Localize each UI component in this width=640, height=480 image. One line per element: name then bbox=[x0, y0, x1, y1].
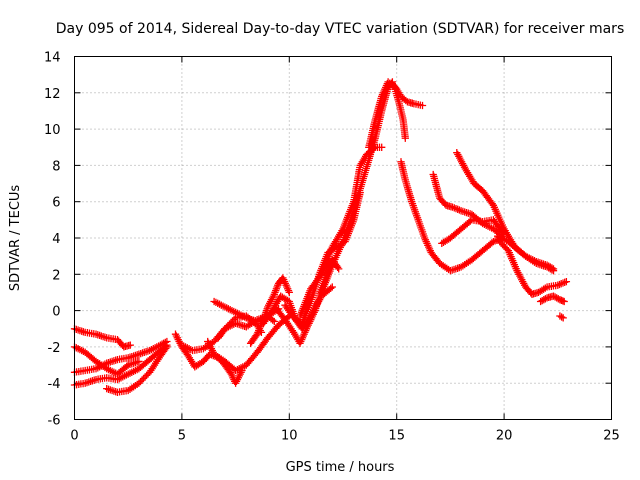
series-track-23 bbox=[494, 232, 558, 273]
x-tick-label: 0 bbox=[70, 429, 78, 444]
data-point-trail bbox=[536, 292, 568, 306]
series-track-16 bbox=[317, 78, 397, 297]
data-point-trail bbox=[70, 325, 134, 351]
x-tick-label: 10 bbox=[281, 429, 298, 444]
x-tick-label: 15 bbox=[388, 429, 405, 444]
series-track-6 bbox=[171, 330, 246, 387]
data-point-trail bbox=[171, 330, 246, 387]
chart-title: Day 095 of 2014, Sidereal Day-to-day VTE… bbox=[56, 21, 624, 37]
series-track-15 bbox=[296, 143, 386, 320]
series-track-24 bbox=[496, 237, 571, 298]
y-tick-label: -6 bbox=[48, 414, 61, 429]
series-track-5 bbox=[103, 343, 171, 396]
grid-lines bbox=[74, 56, 612, 420]
y-tick-label: -4 bbox=[48, 377, 61, 392]
series-track-21 bbox=[438, 216, 508, 248]
x-tick-label: 25 bbox=[603, 429, 620, 444]
data-point-trail bbox=[365, 78, 409, 151]
series-track-25 bbox=[536, 292, 568, 306]
data-point-trail bbox=[317, 78, 397, 297]
y-axis-label: SDTVAR / TECUs bbox=[8, 185, 23, 292]
x-axis-label: GPS time / hours bbox=[286, 460, 395, 475]
axis-ticks: 0 5 10 15 20 25 -6 -4 -2 0 2 4 6 8 10 12 14 bbox=[44, 51, 620, 444]
series-track-22 bbox=[453, 149, 558, 275]
y-tick-label: 14 bbox=[44, 51, 61, 66]
y-tick-label: 4 bbox=[52, 232, 60, 247]
data-point-trail bbox=[496, 237, 571, 298]
y-tick-label: -2 bbox=[48, 341, 61, 356]
data-point-trail bbox=[556, 312, 567, 322]
series-track-1 bbox=[70, 325, 134, 351]
y-tick-label: 0 bbox=[52, 305, 60, 320]
x-tick-label: 5 bbox=[178, 429, 186, 444]
series-track-8 bbox=[204, 312, 293, 375]
series-track-18 bbox=[365, 78, 409, 151]
y-tick-label: 12 bbox=[44, 87, 61, 102]
y-tick-label: 10 bbox=[44, 123, 61, 138]
y-tick-label: 8 bbox=[52, 159, 60, 174]
data-point-trail bbox=[296, 143, 386, 320]
series-track-26 bbox=[556, 312, 567, 322]
y-tick-label: 6 bbox=[52, 196, 60, 211]
plot-frame bbox=[74, 56, 612, 420]
data-point-trail bbox=[438, 216, 508, 248]
data-point-trail bbox=[494, 232, 558, 273]
data-point-trail bbox=[397, 158, 506, 275]
x-tick-label: 20 bbox=[496, 429, 513, 444]
y-tick-label: 2 bbox=[52, 268, 60, 283]
data-points bbox=[70, 78, 571, 396]
data-point-trail bbox=[453, 149, 558, 275]
data-point-trail bbox=[204, 312, 293, 375]
data-point-trail bbox=[103, 343, 171, 396]
series-track-19 bbox=[397, 158, 506, 275]
